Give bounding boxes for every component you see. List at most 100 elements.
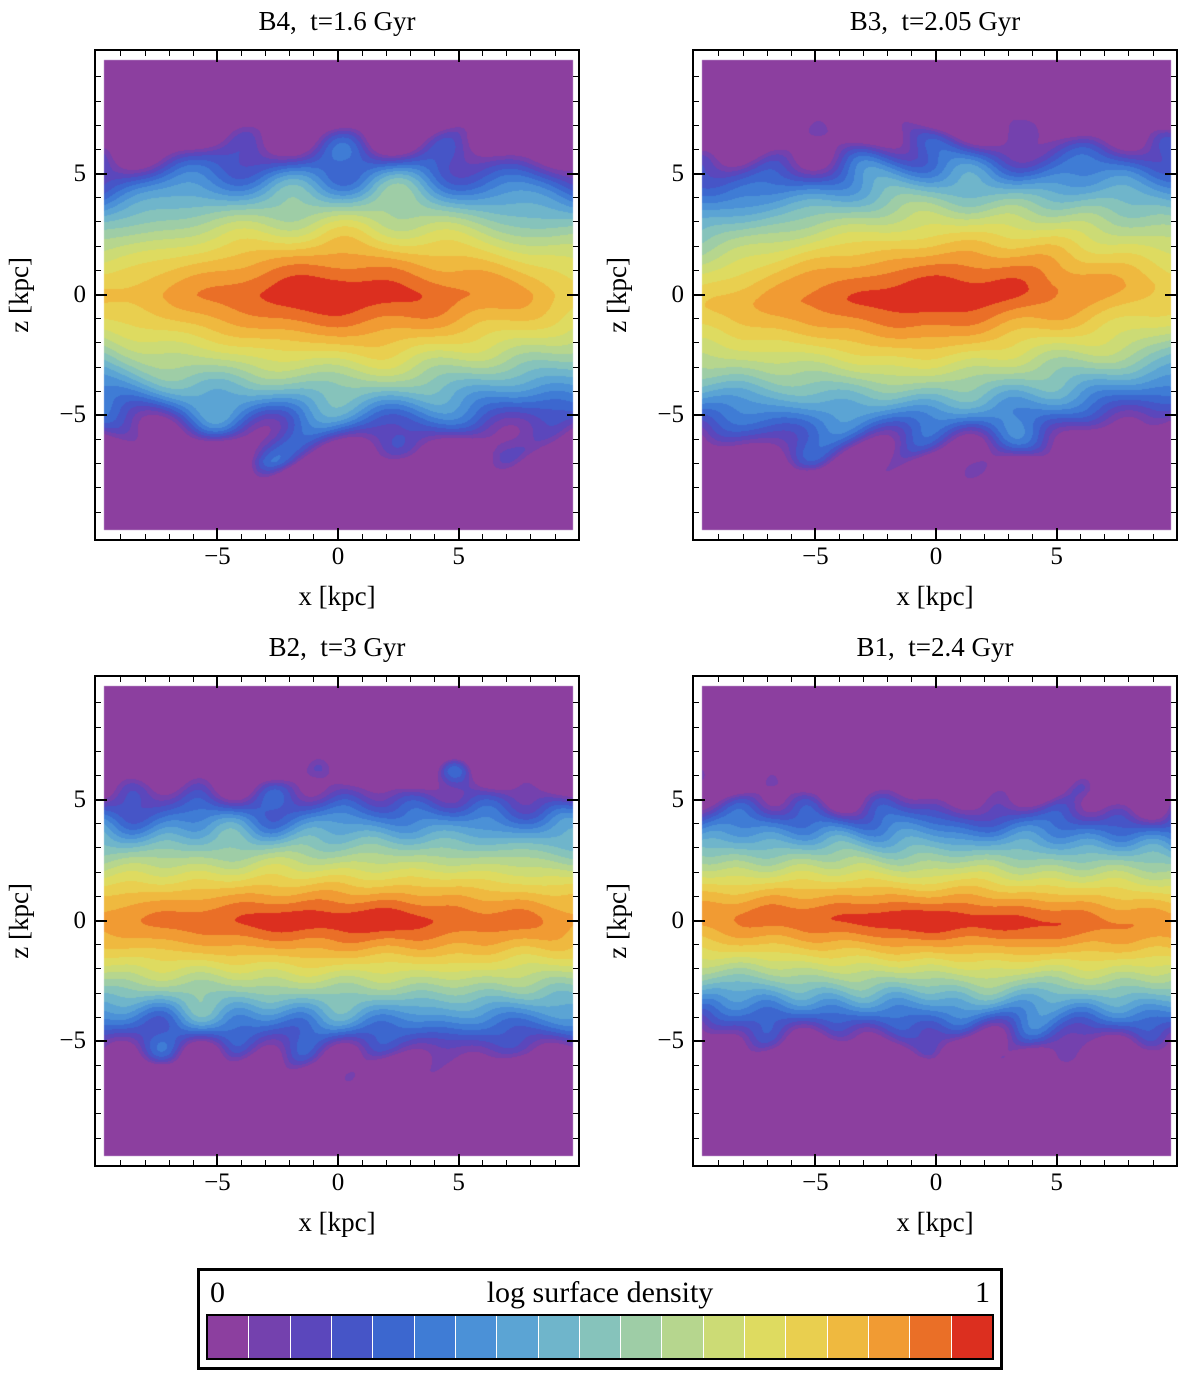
tick-mark <box>96 100 101 102</box>
contour-panel-b3: B3, t=2.05 Gyr z [kpc] −5 0 5 −5 0 5 x [kpc] <box>598 6 1196 632</box>
tick-mark <box>289 1160 291 1165</box>
y-tick-label: −5 <box>59 401 86 429</box>
tick-mark <box>573 221 578 223</box>
colorbar-segment <box>703 1316 746 1358</box>
tick-mark <box>96 1040 107 1043</box>
y-axis-label: z [kpc] <box>3 257 34 333</box>
contour-canvas <box>694 677 1176 1165</box>
tick-mark <box>530 51 532 56</box>
contour-panel-b2: B2, t=3 Gyr z [kpc] −5 0 5 −5 0 5 x [kpc] <box>0 632 598 1258</box>
tick-mark <box>385 534 387 539</box>
tick-mark <box>96 702 101 704</box>
x-tick-label: 5 <box>1050 1169 1063 1196</box>
tick-mark <box>530 1160 532 1165</box>
tick-mark <box>1031 1160 1033 1165</box>
tick-mark <box>694 1016 699 1018</box>
tick-mark <box>96 1113 101 1115</box>
tick-mark <box>337 677 339 688</box>
y-tick-labels: −5 0 5 <box>38 49 94 541</box>
x-tick-label: −5 <box>802 543 829 570</box>
tick-mark <box>530 534 532 539</box>
tick-mark <box>241 1160 242 1165</box>
tick-mark <box>554 1160 556 1165</box>
tick-mark <box>742 677 744 682</box>
tick-mark <box>1171 1016 1176 1018</box>
plot-frame <box>94 49 580 541</box>
tick-mark <box>694 245 699 247</box>
tick-mark <box>573 511 578 513</box>
tick-mark <box>96 726 101 728</box>
tick-mark <box>1007 534 1009 539</box>
tick-mark <box>337 51 339 62</box>
tick-mark <box>694 968 699 970</box>
tick-mark <box>1171 968 1176 970</box>
tick-mark <box>983 677 985 682</box>
tick-mark <box>1171 871 1176 873</box>
tick-mark <box>265 1160 267 1165</box>
tick-mark <box>409 677 411 682</box>
tick-mark <box>1171 1065 1176 1067</box>
tick-mark <box>433 51 435 56</box>
tick-mark <box>96 750 101 752</box>
panel-title: B2, t=3 Gyr <box>268 632 406 662</box>
tick-mark <box>694 1113 699 1115</box>
x-tick-label: 5 <box>1050 543 1063 570</box>
x-tick-labels: −5 0 5 <box>94 541 580 575</box>
tick-mark <box>573 726 578 728</box>
tick-mark <box>96 487 101 489</box>
y-tick-labels: −5 0 5 <box>636 49 692 541</box>
tick-mark <box>530 677 532 682</box>
colorbar-segment <box>455 1316 498 1358</box>
tick-mark <box>573 702 578 704</box>
tick-mark <box>554 534 556 539</box>
tick-mark <box>192 51 194 56</box>
tick-mark <box>694 774 699 776</box>
x-tick-labels: −5 0 5 <box>692 541 1178 575</box>
tick-mark <box>911 677 913 682</box>
colorbar-gradient <box>206 1314 994 1360</box>
tick-mark <box>289 51 291 56</box>
tick-mark <box>361 51 363 56</box>
tick-mark <box>573 992 578 994</box>
tick-mark <box>694 750 699 752</box>
tick-mark <box>96 148 101 150</box>
tick-mark <box>573 269 578 271</box>
x-tick-label: 0 <box>331 1169 345 1196</box>
tick-mark <box>959 677 961 682</box>
tick-mark <box>409 534 411 539</box>
tick-mark <box>96 390 101 392</box>
tick-mark <box>694 1089 699 1091</box>
tick-mark <box>935 1154 937 1165</box>
y-tick-label: −5 <box>59 1027 86 1055</box>
tick-mark <box>361 677 363 682</box>
tick-mark <box>96 1016 101 1018</box>
y-tick-labels: −5 0 5 <box>38 675 94 1167</box>
tick-mark <box>567 919 578 922</box>
colorbar-segment <box>621 1316 663 1358</box>
tick-mark <box>337 1154 339 1165</box>
tick-mark <box>1128 51 1130 56</box>
tick-mark <box>96 197 101 199</box>
tick-mark <box>573 390 578 392</box>
tick-mark <box>573 1016 578 1018</box>
y-tick-label: 5 <box>73 159 87 187</box>
tick-mark <box>289 534 291 539</box>
tick-mark <box>959 51 961 56</box>
tick-mark <box>1171 895 1176 897</box>
tick-mark <box>694 944 699 946</box>
contour-panel-b1: B1, t=2.4 Gyr z [kpc] −5 0 5 −5 0 5 x [kpc] <box>598 632 1196 1258</box>
y-tick-label: 5 <box>73 785 87 813</box>
tick-mark <box>265 534 267 539</box>
tick-mark <box>694 366 699 368</box>
colorbar-segment <box>373 1316 415 1358</box>
tick-mark <box>96 124 101 126</box>
tick-mark <box>120 534 122 539</box>
tick-mark <box>1104 1160 1106 1165</box>
tick-mark <box>1080 51 1082 56</box>
tick-mark <box>790 51 792 56</box>
tick-mark <box>385 51 387 56</box>
tick-mark <box>983 1160 985 1165</box>
tick-mark <box>1165 1040 1176 1043</box>
tick-mark <box>241 677 242 682</box>
tick-mark <box>457 1154 460 1165</box>
